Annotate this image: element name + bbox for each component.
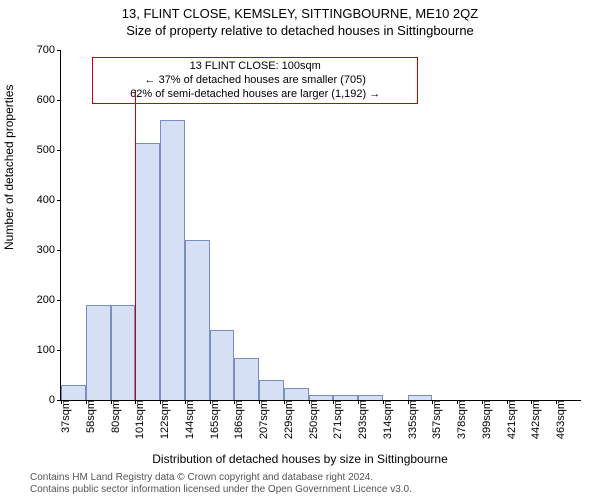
ytick-mark	[57, 300, 61, 301]
plot-area: 13 FLINT CLOSE: 100sqm ← 37% of detached…	[60, 50, 581, 401]
ytick-mark	[57, 100, 61, 101]
ytick-mark	[57, 350, 61, 351]
xtick-label: 421sqm	[504, 400, 518, 439]
xtick-label: 101sqm	[132, 400, 146, 439]
xtick-label: 37sqm	[58, 400, 72, 433]
xtick-label: 293sqm	[355, 400, 369, 439]
annotation-line3: 62% of semi-detached houses are larger (…	[99, 88, 411, 102]
annotation-box: 13 FLINT CLOSE: 100sqm ← 37% of detached…	[92, 57, 418, 104]
xtick-label: 399sqm	[479, 400, 493, 439]
xtick-label: 58sqm	[83, 400, 97, 433]
xtick-label: 229sqm	[281, 400, 295, 439]
y-axis-label: Number of detached properties	[2, 85, 16, 250]
xtick-label: 335sqm	[405, 400, 419, 439]
xtick-label: 165sqm	[207, 400, 221, 439]
xtick-label: 271sqm	[330, 400, 344, 439]
xtick-label: 186sqm	[231, 400, 245, 439]
annotation-line2: ← 37% of detached houses are smaller (70…	[99, 74, 411, 88]
xtick-label: 314sqm	[380, 400, 394, 439]
xtick-label: 357sqm	[429, 400, 443, 439]
chart-container: 13, FLINT CLOSE, KEMSLEY, SITTINGBOURNE,…	[0, 0, 600, 500]
chart-title-main: 13, FLINT CLOSE, KEMSLEY, SITTINGBOURNE,…	[0, 0, 600, 21]
histogram-bar	[210, 330, 235, 400]
xtick-label: 144sqm	[182, 400, 196, 439]
histogram-bar	[61, 385, 86, 400]
xtick-label: 378sqm	[454, 400, 468, 439]
histogram-bar	[111, 305, 136, 400]
histogram-bar	[259, 380, 284, 400]
histogram-bar	[86, 305, 111, 400]
ytick-mark	[57, 200, 61, 201]
xtick-label: 250sqm	[306, 400, 320, 439]
footer-line2: Contains public sector information licen…	[30, 484, 412, 496]
ytick-mark	[57, 250, 61, 251]
histogram-bar	[160, 120, 185, 400]
xtick-label: 463sqm	[553, 400, 567, 439]
histogram-bar	[234, 358, 259, 401]
ytick-mark	[57, 50, 61, 51]
xtick-label: 122sqm	[157, 400, 171, 439]
footer-line1: Contains HM Land Registry data © Crown c…	[30, 472, 412, 484]
xtick-label: 442sqm	[528, 400, 542, 439]
histogram-bar	[135, 143, 160, 401]
xtick-label: 207sqm	[256, 400, 270, 439]
histogram-bar	[185, 240, 210, 400]
histogram-bar	[284, 388, 309, 401]
property-marker-line	[135, 90, 136, 400]
xtick-label: 80sqm	[108, 400, 122, 433]
footer: Contains HM Land Registry data © Crown c…	[30, 472, 412, 496]
x-axis-label: Distribution of detached houses by size …	[0, 452, 600, 466]
annotation-line1: 13 FLINT CLOSE: 100sqm	[99, 60, 411, 74]
ytick-mark	[57, 150, 61, 151]
chart-title-sub: Size of property relative to detached ho…	[0, 21, 600, 38]
